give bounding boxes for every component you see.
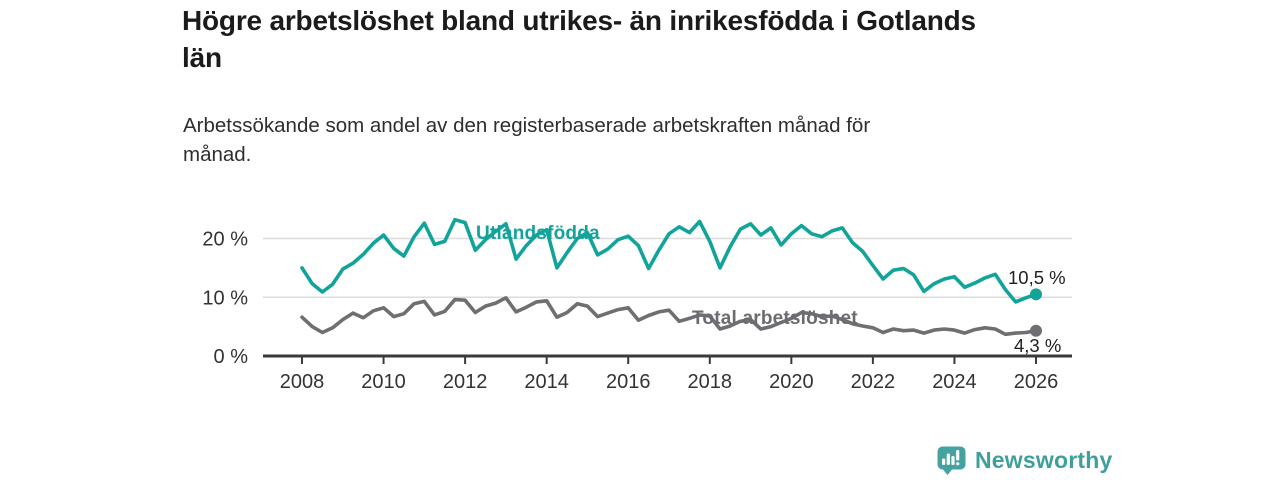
end-value-label-utlandsfodda: 10,5 % (1008, 267, 1066, 288)
logo-bar-medium (951, 456, 955, 465)
chart-title-line2: län (182, 42, 222, 73)
logo-bar-short (942, 458, 946, 465)
series-end-dot-total-arbetsloshet (1030, 324, 1042, 337)
x-tick-label-2014: 2014 (524, 371, 569, 393)
x-tick-label-2024: 2024 (932, 371, 977, 393)
logo-exclamation-dot (956, 462, 960, 466)
y-tick-label-10: 10 % (202, 287, 248, 309)
x-tick-label-2010: 2010 (361, 371, 406, 393)
logo-exclamation-bar (956, 450, 960, 461)
x-tick-label-2012: 2012 (443, 371, 488, 393)
newsworthy-logo-icon (937, 446, 966, 475)
x-tick-label-2020: 2020 (769, 371, 814, 393)
chart-subtitle-line1: Arbetssökande som andel av den registerb… (183, 114, 871, 137)
y-tick-label-0: 0 % (214, 346, 249, 368)
chart-title-line1: Högre arbetslöshet bland utrikes- än inr… (182, 5, 976, 36)
series-line-total-arbetsloshet (300, 295, 1038, 337)
x-tick-label-2016: 2016 (606, 371, 651, 393)
series-label-total-arbetsloshet: Total arbetslöshet (692, 308, 858, 329)
x-tick-label-2026: 2026 (1014, 371, 1059, 393)
y-tick-label-20: 20 % (202, 229, 248, 251)
chart-subtitle: Arbetssökande som andel av den registerb… (183, 111, 870, 169)
chart-title: Högre arbetslöshet bland utrikes- än inr… (182, 2, 976, 76)
newsworthy-brand: Newsworthy (936, 445, 1112, 476)
x-tick-label-2022: 2022 (851, 371, 896, 393)
end-value-label-total: 4,3 % (1014, 335, 1062, 356)
newsworthy-logo-text: Newsworthy (975, 447, 1113, 473)
logo-bar-tall (946, 453, 950, 465)
x-tick-label-2018: 2018 (688, 371, 733, 393)
chart-subtitle-line2: månad. (183, 143, 252, 166)
series-label-utlandsfodda: Utlandsfödda (476, 223, 600, 244)
x-tick-label-2008: 2008 (280, 371, 325, 393)
series-end-dot-utlandsfodda (1030, 288, 1042, 301)
series-line-utlandsfodda (300, 217, 1038, 304)
